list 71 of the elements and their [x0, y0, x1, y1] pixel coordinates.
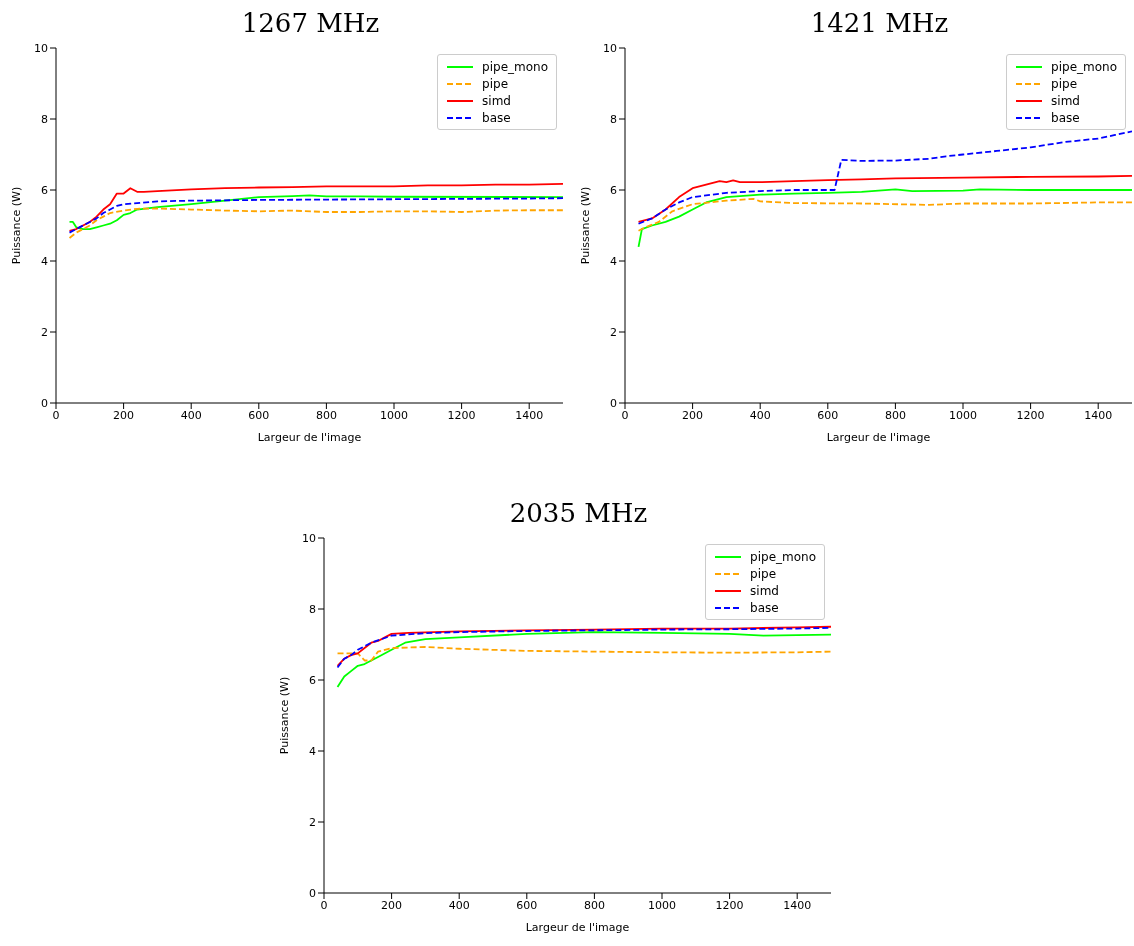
y-tick-label: 2: [309, 815, 316, 829]
y-tick-label: 6: [610, 183, 617, 197]
legend-label: pipe: [750, 566, 777, 581]
y-tick-label: 6: [309, 673, 316, 687]
x-tick-label: 200: [381, 898, 403, 912]
x-tick-label: 0: [52, 408, 60, 422]
y-tick-label: 2: [610, 325, 617, 339]
y-axis-title: Puissance (W): [277, 676, 291, 755]
x-tick-label: 400: [180, 408, 202, 422]
y-tick-label: 8: [41, 112, 48, 126]
x-tick-label: 1200: [447, 408, 476, 422]
y-tick-label: 0: [41, 396, 48, 410]
chart-title: 1267 MHz: [241, 8, 380, 38]
y-tick-label: 4: [309, 744, 316, 758]
y-axis-title: Puissance (W): [578, 186, 592, 265]
line-series: [336, 631, 831, 688]
x-tick-label: 0: [320, 898, 328, 912]
x-tick-label: 400: [749, 408, 771, 422]
line-series: [637, 188, 1132, 248]
line-series: [637, 174, 1132, 223]
y-tick-label: 10: [34, 41, 48, 55]
y-tick-label: 0: [309, 886, 316, 900]
y-tick-label: 4: [41, 254, 48, 268]
legend-label: base: [750, 600, 779, 615]
x-tick-label: 1400: [1084, 408, 1113, 422]
x-axis-title: Largeur de l'image: [826, 431, 931, 444]
legend-label: pipe_mono: [750, 549, 816, 564]
y-tick-label: 6: [41, 183, 48, 197]
legend-label: base: [482, 110, 511, 125]
x-tick-label: 0: [621, 408, 629, 422]
line-series: [68, 207, 563, 239]
x-tick-label: 1200: [1016, 408, 1045, 422]
y-tick-label: 8: [610, 112, 617, 126]
legend-label: pipe_mono: [482, 59, 548, 74]
x-tick-label: 600: [516, 898, 538, 912]
x-tick-label: 1000: [949, 408, 977, 422]
y-tick-label: 0: [610, 396, 617, 410]
y-tick-label: 2: [41, 325, 48, 339]
x-tick-label: 800: [315, 408, 337, 422]
legend-label: pipe: [482, 76, 509, 91]
legend-label: simd: [1051, 93, 1080, 108]
legend-label: base: [1051, 110, 1080, 125]
legend-label: simd: [482, 93, 511, 108]
x-tick-label: 600: [817, 408, 839, 422]
x-axis-title: Largeur de l'image: [257, 431, 362, 444]
x-tick-label: 200: [682, 408, 704, 422]
x-tick-label: 800: [583, 898, 605, 912]
x-tick-label: 1000: [380, 408, 408, 422]
x-tick-label: 1000: [648, 898, 676, 912]
y-axis-title: Puissance (W): [9, 186, 23, 265]
x-tick-label: 400: [448, 898, 470, 912]
y-tick-label: 10: [603, 41, 617, 55]
line-series: [637, 130, 1132, 225]
x-tick-label: 800: [884, 408, 906, 422]
legend-label: pipe: [1051, 76, 1078, 91]
chart-title: 1421 MHz: [810, 8, 949, 38]
x-tick-label: 200: [113, 408, 135, 422]
legend-label: simd: [750, 583, 779, 598]
y-tick-label: 4: [610, 254, 617, 268]
legend-label: pipe_mono: [1051, 59, 1117, 74]
line-series: [336, 646, 831, 662]
x-tick-label: 1200: [715, 898, 744, 912]
x-tick-label: 1400: [515, 408, 544, 422]
x-tick-label: 600: [248, 408, 270, 422]
x-axis-title: Largeur de l'image: [525, 921, 630, 934]
y-tick-label: 8: [309, 602, 316, 616]
line-series: [637, 197, 1132, 232]
chart-title: 2035 MHz: [509, 498, 648, 528]
line-series: [68, 183, 563, 232]
y-tick-label: 10: [302, 531, 316, 545]
x-tick-label: 1400: [783, 898, 812, 912]
